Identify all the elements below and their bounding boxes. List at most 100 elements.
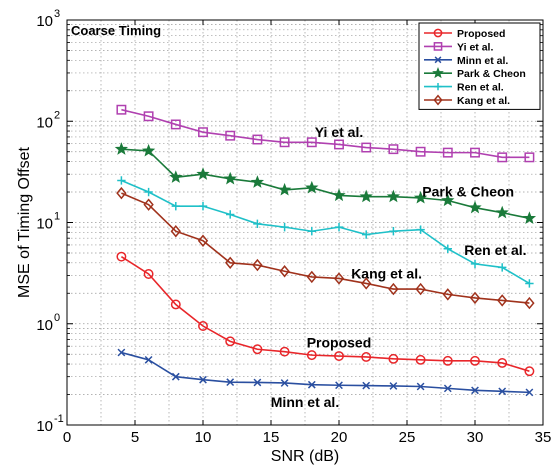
legend-label: Proposed	[457, 28, 505, 40]
data-point	[253, 378, 262, 387]
data-point	[413, 190, 428, 204]
data-point	[225, 336, 236, 347]
data-point	[416, 382, 425, 391]
y-tick-exponent: 3	[54, 8, 60, 20]
data-point	[525, 388, 534, 397]
series-1	[116, 251, 535, 377]
series-6	[116, 186, 535, 310]
legend-box	[418, 22, 541, 110]
data-point	[144, 355, 153, 364]
x-tick-label: 10	[195, 429, 212, 446]
data-point	[470, 355, 480, 366]
legend-item: Ren et al.	[424, 82, 504, 94]
legend-label: Minn et al.	[457, 55, 508, 67]
data-point	[442, 355, 453, 366]
data-point	[497, 152, 508, 163]
x-tick-label: 25	[399, 429, 416, 446]
x-tick-label: 5	[131, 429, 139, 446]
data-point	[525, 279, 534, 288]
y-tick-label: 10	[36, 114, 53, 131]
annotation-label: Park & Cheon	[422, 184, 514, 200]
data-point	[280, 379, 289, 387]
series-layer	[114, 104, 537, 397]
data-point	[334, 222, 344, 232]
data-point	[225, 130, 236, 141]
series-line	[120, 255, 530, 372]
legend-label: Kang et al.	[457, 95, 510, 107]
data-point	[141, 143, 156, 157]
series-line	[121, 108, 530, 159]
y-tick-exponent: 1	[54, 211, 60, 223]
data-point	[252, 258, 263, 272]
data-point	[170, 225, 181, 238]
annotation-label: Yi et al.	[315, 124, 364, 140]
legend-label: Ren et al.	[457, 82, 504, 94]
data-point	[443, 244, 452, 253]
data-point	[170, 119, 181, 130]
data-point	[279, 137, 290, 148]
data-point	[226, 378, 235, 387]
x-tick-label: 20	[331, 429, 348, 446]
data-point	[416, 225, 425, 234]
series-2	[116, 104, 535, 163]
data-point	[522, 211, 537, 224]
data-point	[415, 282, 426, 296]
data-point	[198, 127, 208, 138]
data-point	[143, 198, 154, 211]
data-point	[306, 270, 317, 284]
data-point	[441, 193, 455, 207]
y-tick-label: 10	[36, 216, 53, 233]
x-axis-label: SNR (dB)	[271, 448, 339, 465]
data-point	[169, 170, 183, 183]
data-point	[443, 384, 452, 393]
data-point	[117, 348, 126, 357]
data-point	[114, 142, 129, 155]
data-point	[250, 175, 265, 188]
data-point	[468, 200, 482, 214]
data-point	[226, 210, 235, 219]
legend-item: Kang et al.	[424, 94, 510, 107]
data-point	[279, 346, 290, 357]
data-point	[116, 104, 127, 115]
legend-label: Park & Cheon	[457, 68, 526, 80]
legend-label: Yi et al.	[457, 41, 493, 53]
legend-item: Park & Cheon	[424, 67, 526, 80]
y-tick-label: 10	[36, 317, 53, 334]
annotations: Yi et al. Park & Cheon Ren et al. Kang et a…	[271, 124, 527, 410]
data-point	[389, 227, 398, 236]
data-point	[253, 219, 262, 229]
series-line	[121, 179, 530, 285]
data-point	[334, 351, 344, 361]
series-line	[121, 148, 530, 220]
x-tick-label: 15	[263, 429, 280, 446]
data-point	[198, 201, 208, 211]
data-point	[280, 222, 289, 232]
data-point	[495, 205, 509, 219]
x-tick-label: 30	[467, 429, 484, 446]
data-point	[497, 294, 508, 307]
data-point	[199, 375, 207, 384]
data-point	[225, 256, 236, 270]
data-point	[442, 288, 453, 301]
data-point	[361, 352, 372, 362]
data-point	[116, 251, 127, 262]
data-point	[388, 353, 399, 364]
legend-marker	[433, 42, 443, 51]
data-point	[388, 282, 399, 296]
data-point	[498, 263, 507, 272]
data-point	[143, 269, 154, 279]
series-4	[114, 142, 537, 224]
data-point	[279, 265, 290, 278]
data-point	[252, 344, 263, 355]
data-point	[306, 137, 317, 148]
data-point	[524, 366, 535, 377]
data-point	[116, 186, 127, 200]
legend-item: Yi et al.	[424, 41, 493, 53]
data-point	[333, 272, 345, 285]
data-point	[415, 146, 426, 157]
data-point	[335, 381, 343, 390]
data-point	[223, 171, 237, 185]
legend-marker	[433, 28, 443, 38]
data-point	[171, 372, 180, 381]
